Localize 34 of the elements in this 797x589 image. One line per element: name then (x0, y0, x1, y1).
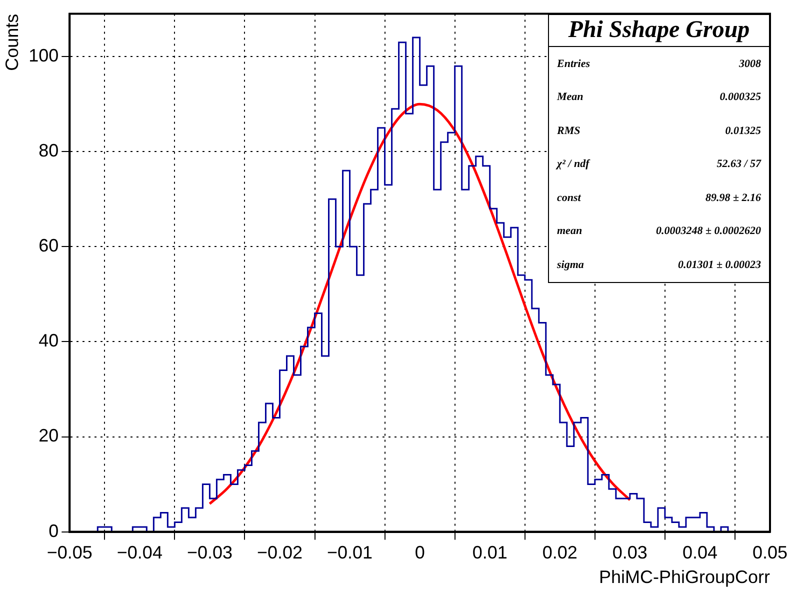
annotation: RMS (557, 124, 580, 137)
y-tick-label: 100 (28, 46, 59, 66)
annotation: 3008 (739, 58, 761, 70)
annotation: 0.000325 (720, 91, 761, 104)
annotation: 0.01325 (725, 124, 761, 137)
x-tick-label: −0.03 (186, 542, 232, 563)
x-axis-title: PhiMC-PhiGroupCorr (598, 567, 770, 588)
annotation: 89.98 ± 2.16 (705, 192, 761, 204)
x-tick-label: 0.04 (682, 542, 718, 563)
annotation: mean (557, 225, 582, 238)
annotation: χ² / ndf (557, 158, 590, 170)
annotation: Phi Sshape Group (549, 15, 769, 47)
x-tick-label: 0.02 (542, 542, 578, 563)
y-tick-label: 40 (38, 330, 59, 351)
y-tick-label: 0 (48, 520, 59, 541)
annotation: sigma (557, 258, 584, 271)
y-tick-label: 20 (38, 426, 59, 446)
x-tick-label: −0.02 (256, 542, 303, 563)
x-tick-label: 0.05 (752, 542, 788, 563)
x-tick-label: 0.03 (612, 542, 648, 563)
annotation: Mean (557, 91, 584, 104)
annotation: Entries (557, 58, 590, 70)
x-tick-label: −0.05 (46, 542, 92, 563)
annotation: 0.01301 ± 0.00023 (678, 258, 761, 271)
y-axis-title: Counts (2, 14, 22, 71)
x-tick-label: 0 (414, 542, 425, 563)
annotation: 52.63 / 57 (716, 158, 761, 170)
x-tick-label: −0.01 (327, 542, 373, 563)
annotation: const (557, 192, 581, 204)
y-tick-label: 60 (38, 236, 59, 256)
y-tick-label: 80 (38, 140, 59, 161)
annotation: 0.0003248 ± 0.0002620 (656, 225, 761, 238)
x-tick-label: −0.04 (116, 542, 162, 563)
x-tick-label: 0.01 (472, 542, 508, 563)
